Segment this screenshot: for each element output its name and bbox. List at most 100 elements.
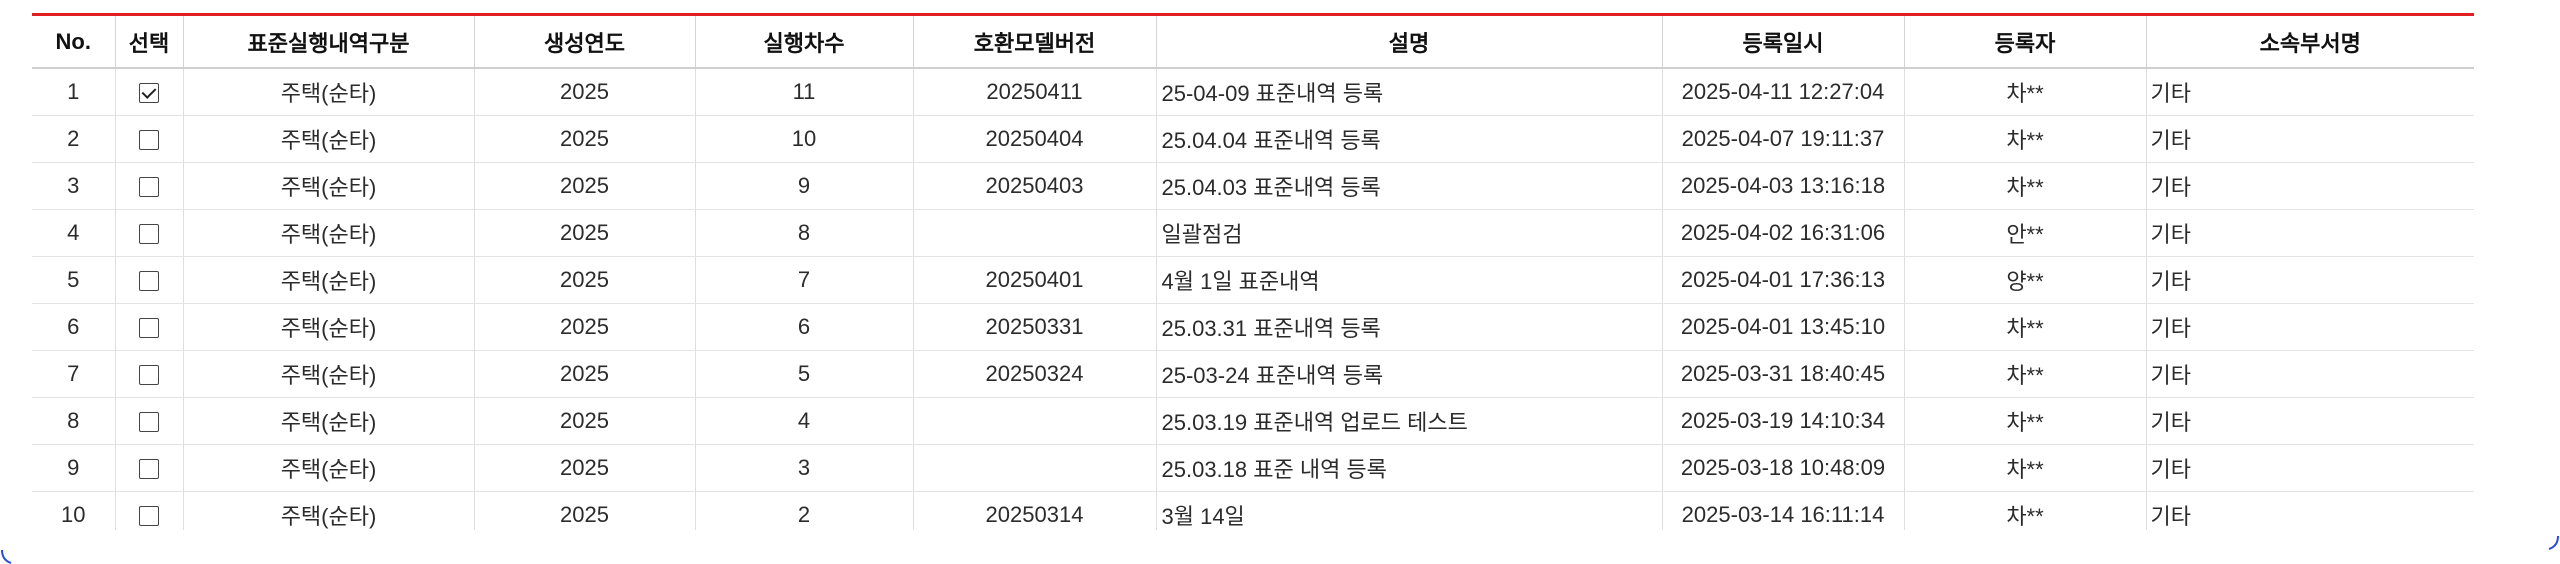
column-header-year[interactable]: 생성연도 xyxy=(474,16,696,69)
cell-year: 2025 xyxy=(474,68,696,116)
table-row[interactable]: 2 주택(순타) 2025 10 20250404 25.04.04 표준내역 등록 202… xyxy=(32,115,2474,163)
column-header-registrant[interactable]: 등록자 xyxy=(1904,16,2147,69)
cell-round: 3 xyxy=(695,444,914,492)
cell-registered-at: 2025-04-01 13:45:10 xyxy=(1662,303,1905,351)
cell-description: 25-04-09 표준내역 등록 xyxy=(1156,68,1663,116)
cell-model-version: 20250404 xyxy=(913,115,1157,163)
cell-registered-at: 2025-04-01 17:36:13 xyxy=(1662,256,1905,304)
cell-registrant: 차** xyxy=(1904,397,2147,445)
row-select-checkbox[interactable] xyxy=(139,412,159,433)
row-select-checkbox[interactable] xyxy=(139,365,159,386)
cell-registrant: 차** xyxy=(1904,115,2147,163)
column-header-description[interactable]: 설명 xyxy=(1156,16,1663,69)
row-select-checkbox[interactable] xyxy=(139,506,159,527)
cell-no: 8 xyxy=(32,397,116,445)
cell-select xyxy=(115,397,184,445)
cell-select xyxy=(115,303,184,351)
table-row[interactable]: 10 주택(순타) 2025 2 20250314 3월 14일 2025-03-14 16… xyxy=(32,491,2474,530)
row-select-checkbox[interactable] xyxy=(139,318,159,339)
cell-year: 2025 xyxy=(474,162,696,210)
table-row[interactable]: 3 주택(순타) 2025 9 20250403 25.04.03 표준내역 등록 2025… xyxy=(32,162,2474,210)
cell-department: 기타 xyxy=(2146,350,2474,398)
cell-no: 4 xyxy=(32,209,116,257)
cell-description: 25.03.31 표준내역 등록 xyxy=(1156,303,1663,351)
cell-category: 주택(순타) xyxy=(183,256,475,304)
cell-department: 기타 xyxy=(2146,491,2474,530)
cell-year: 2025 xyxy=(474,115,696,163)
cell-registered-at: 2025-03-31 18:40:45 xyxy=(1662,350,1905,398)
cell-registrant: 차** xyxy=(1904,444,2147,492)
cell-department: 기타 xyxy=(2146,397,2474,445)
cell-year: 2025 xyxy=(474,444,696,492)
cell-category: 주택(순타) xyxy=(183,303,475,351)
cell-round: 7 xyxy=(695,256,914,304)
column-header-registered-at[interactable]: 등록일시 xyxy=(1662,16,1905,69)
cell-no: 10 xyxy=(32,491,116,530)
table-row[interactable]: 8 주택(순타) 2025 4 25.03.19 표준내역 업로드 테스트 2025-03… xyxy=(32,397,2474,445)
row-select-checkbox[interactable] xyxy=(139,177,159,198)
cell-registrant: 양** xyxy=(1904,256,2147,304)
cell-year: 2025 xyxy=(474,491,696,530)
column-header-no[interactable]: No. xyxy=(32,16,116,69)
cell-department: 기타 xyxy=(2146,444,2474,492)
cell-description: 25-03-24 표준내역 등록 xyxy=(1156,350,1663,398)
cell-model-version: 20250411 xyxy=(913,68,1157,116)
table-row[interactable]: 1 주택(순타) 2025 11 20250411 25-04-09 표준내역 등록 202… xyxy=(32,68,2474,116)
cell-round: 10 xyxy=(695,115,914,163)
table-row[interactable]: 5 주택(순타) 2025 7 20250401 4월 1일 표준내역 2025-04-01… xyxy=(32,256,2474,304)
row-select-checkbox[interactable] xyxy=(139,224,159,245)
row-select-checkbox[interactable] xyxy=(139,83,159,104)
cell-select xyxy=(115,256,184,304)
table-row[interactable]: 9 주택(순타) 2025 3 25.03.18 표준 내역 등록 2025-03-18 … xyxy=(32,444,2474,492)
cell-select xyxy=(115,491,184,530)
column-header-model-version[interactable]: 호환모델버전 xyxy=(913,16,1157,69)
cell-category: 주택(순타) xyxy=(183,68,475,116)
row-select-checkbox[interactable] xyxy=(139,271,159,292)
table-row[interactable]: 7 주택(순타) 2025 5 20250324 25-03-24 표준내역 등록 2025… xyxy=(32,350,2474,398)
cell-no: 5 xyxy=(32,256,116,304)
cell-registered-at: 2025-03-18 10:48:09 xyxy=(1662,444,1905,492)
scroll-corner-right-icon xyxy=(2548,536,2559,550)
cell-no: 9 xyxy=(32,444,116,492)
cell-model-version: 20250401 xyxy=(913,256,1157,304)
header-row: No. 선택 표준실행내역구분 생성연도 실행차수 호환모델버전 설명 등록일시… xyxy=(32,16,2474,69)
cell-department: 기타 xyxy=(2146,115,2474,163)
cell-select xyxy=(115,115,184,163)
cell-registrant: 차** xyxy=(1904,162,2147,210)
cell-department: 기타 xyxy=(2146,162,2474,210)
table-row[interactable]: 6 주택(순타) 2025 6 20250331 25.03.31 표준내역 등록 2025… xyxy=(32,303,2474,351)
cell-model-version: 20250331 xyxy=(913,303,1157,351)
column-header-category[interactable]: 표준실행내역구분 xyxy=(183,16,475,69)
cell-description: 25.04.04 표준내역 등록 xyxy=(1156,115,1663,163)
cell-registered-at: 2025-03-19 14:10:34 xyxy=(1662,397,1905,445)
cell-model-version: 20250403 xyxy=(913,162,1157,210)
cell-select xyxy=(115,209,184,257)
cell-registered-at: 2025-04-03 13:16:18 xyxy=(1662,162,1905,210)
cell-year: 2025 xyxy=(474,397,696,445)
column-header-department[interactable]: 소속부서명 xyxy=(2146,16,2474,69)
row-select-checkbox[interactable] xyxy=(139,459,159,480)
cell-department: 기타 xyxy=(2146,303,2474,351)
cell-round: 2 xyxy=(695,491,914,530)
column-header-round[interactable]: 실행차수 xyxy=(695,16,914,69)
cell-description: 25.03.19 표준내역 업로드 테스트 xyxy=(1156,397,1663,445)
cell-category: 주택(순타) xyxy=(183,491,475,530)
cell-select xyxy=(115,68,184,116)
cell-category: 주택(순타) xyxy=(183,350,475,398)
cell-description: 25.04.03 표준내역 등록 xyxy=(1156,162,1663,210)
cell-registrant: 차** xyxy=(1904,491,2147,530)
cell-round: 5 xyxy=(695,350,914,398)
cell-no: 2 xyxy=(32,115,116,163)
scroll-corner-left-icon xyxy=(1,550,12,564)
cell-no: 1 xyxy=(32,68,116,116)
cell-department: 기타 xyxy=(2146,209,2474,257)
cell-select xyxy=(115,444,184,492)
cell-department: 기타 xyxy=(2146,256,2474,304)
row-select-checkbox[interactable] xyxy=(139,130,159,151)
column-header-select[interactable]: 선택 xyxy=(115,16,184,69)
cell-model-version xyxy=(913,444,1157,492)
table-row[interactable]: 4 주택(순타) 2025 8 일괄점검 2025-04-02 16:31:06 안** 기타 xyxy=(32,209,2474,257)
cell-registrant: 안** xyxy=(1904,209,2147,257)
cell-round: 8 xyxy=(695,209,914,257)
